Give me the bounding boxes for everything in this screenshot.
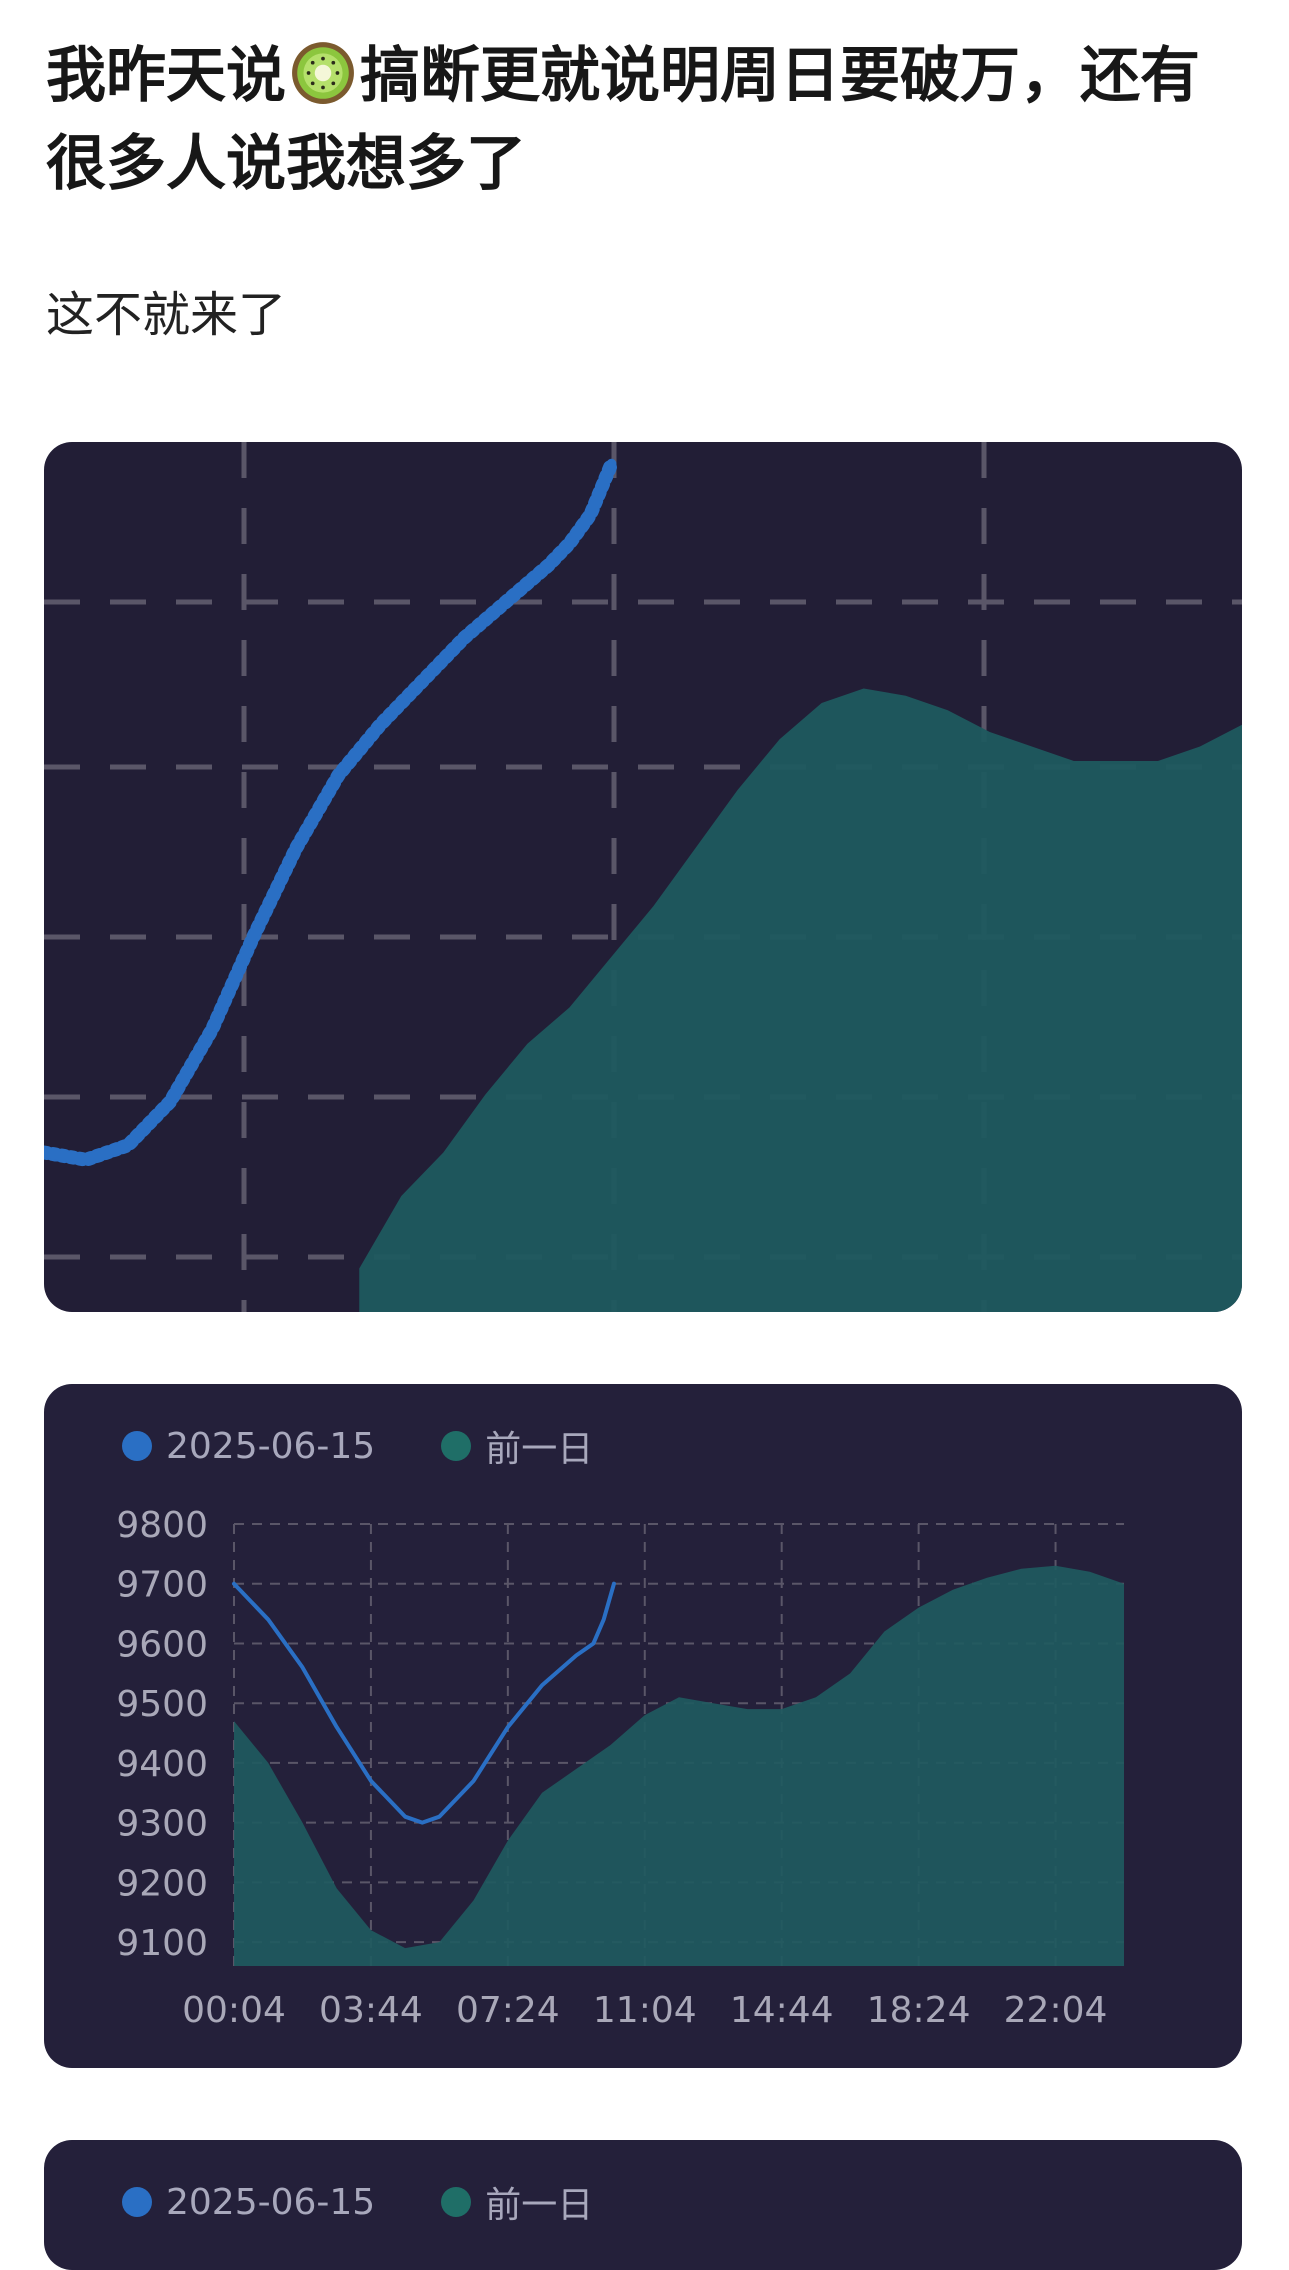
y-tick-label: 9800 [116,1505,208,1546]
chart-2-svg: 9800 9700 9600 9500 9400 9300 9200 9100 00:04 03:… [116,1505,1124,2031]
legend-item-prev[interactable]: 前一日 [441,1420,593,1472]
legend-dot-today [122,1431,152,1461]
y-tick-label: 9400 [116,1744,208,1785]
legend-label-prev: 前一日 [485,2185,594,2226]
series-prev-area [359,688,1242,1312]
y-tick-label: 9500 [116,1684,208,1725]
legend-item-prev[interactable]: 前一日 [441,2176,593,2228]
y-tick-label: 9600 [116,1624,208,1665]
legend-label-today: 2025-06-15 [166,2181,376,2223]
series-today-line [44,458,617,1165]
x-tick-label: 03:44 [319,1990,423,2031]
post-title: 我昨天说 搞断更就说明周日要破万，还有很多人说我想多了 [46,32,1236,208]
post-title-part-1: 我昨天说 [46,41,286,111]
post-title-part-2: 搞断更就说明周日要破万，还有很多人说我想多了 [46,41,1200,199]
y-tick-label: 9300 [116,1804,208,1845]
y-tick-label: 9100 [116,1923,208,1964]
x-tick-label: 18:24 [867,1990,971,2031]
x-tick-label: 14:44 [730,1990,834,2031]
legend-item-today[interactable]: 2025-06-15 [122,1426,375,1467]
legend-item-today[interactable]: 2025-06-15 [122,2182,375,2223]
legend-label-today: 2025-06-15 [166,1425,376,1467]
legend-dot-prev [441,1431,472,1461]
x-tick-label: 00:04 [182,1990,286,2031]
x-tick-label: 07:24 [456,1990,560,2031]
chart-1-svg [44,442,1242,1312]
chart-image-1[interactable] [44,442,1242,1312]
kiwi-emoji-icon [292,42,354,104]
chart-image-3[interactable]: 2025-06-15 前一日 [44,2140,1242,2270]
post-body-text: 这不就来了 [46,287,287,343]
y-tick-label: 9200 [116,1863,208,1904]
series-prev-area [234,1565,1124,1966]
chart-3-legend: 2025-06-15 前一日 [122,2176,659,2228]
legend-label-prev: 前一日 [485,1429,594,1470]
series-today-line [232,1581,616,1825]
x-tick-label: 22:04 [1004,1990,1108,2031]
legend-dot-today [122,2187,152,2217]
x-tick-label: 11:04 [593,1990,697,2031]
legend-dot-prev [441,2187,472,2217]
chart-2-legend: 2025-06-15 前一日 [122,1420,659,1472]
chart-image-2[interactable]: 2025-06-15 前一日 9800 9700 9600 9500 9400 9300 9… [44,1384,1242,2068]
y-tick-label: 9700 [116,1565,208,1606]
